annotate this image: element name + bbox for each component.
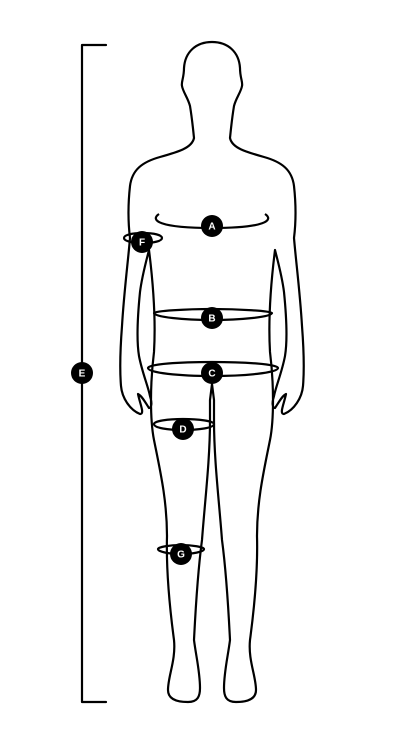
marker-g-circle: [170, 543, 192, 565]
marker-g: G: [170, 543, 192, 565]
marker-a: A: [201, 215, 223, 237]
marker-d-label: D: [179, 425, 186, 436]
marker-b-circle: [201, 307, 223, 329]
marker-c-label: C: [208, 369, 215, 380]
marker-a-label: A: [208, 222, 215, 233]
marker-a-circle: [201, 215, 223, 237]
marker-b: B: [201, 307, 223, 329]
marker-d: D: [172, 418, 194, 440]
marker-g-label: G: [177, 550, 185, 561]
marker-e: E: [71, 362, 93, 384]
marker-f-label: F: [139, 238, 145, 249]
marker-f-circle: [131, 231, 153, 253]
marker-e-circle: [71, 362, 93, 384]
marker-e-label: E: [79, 369, 86, 380]
marker-d-circle: [172, 418, 194, 440]
marker-b-label: B: [208, 314, 215, 325]
marker-f: F: [131, 231, 153, 253]
marker-c: C: [201, 362, 223, 384]
marker-c-circle: [201, 362, 223, 384]
